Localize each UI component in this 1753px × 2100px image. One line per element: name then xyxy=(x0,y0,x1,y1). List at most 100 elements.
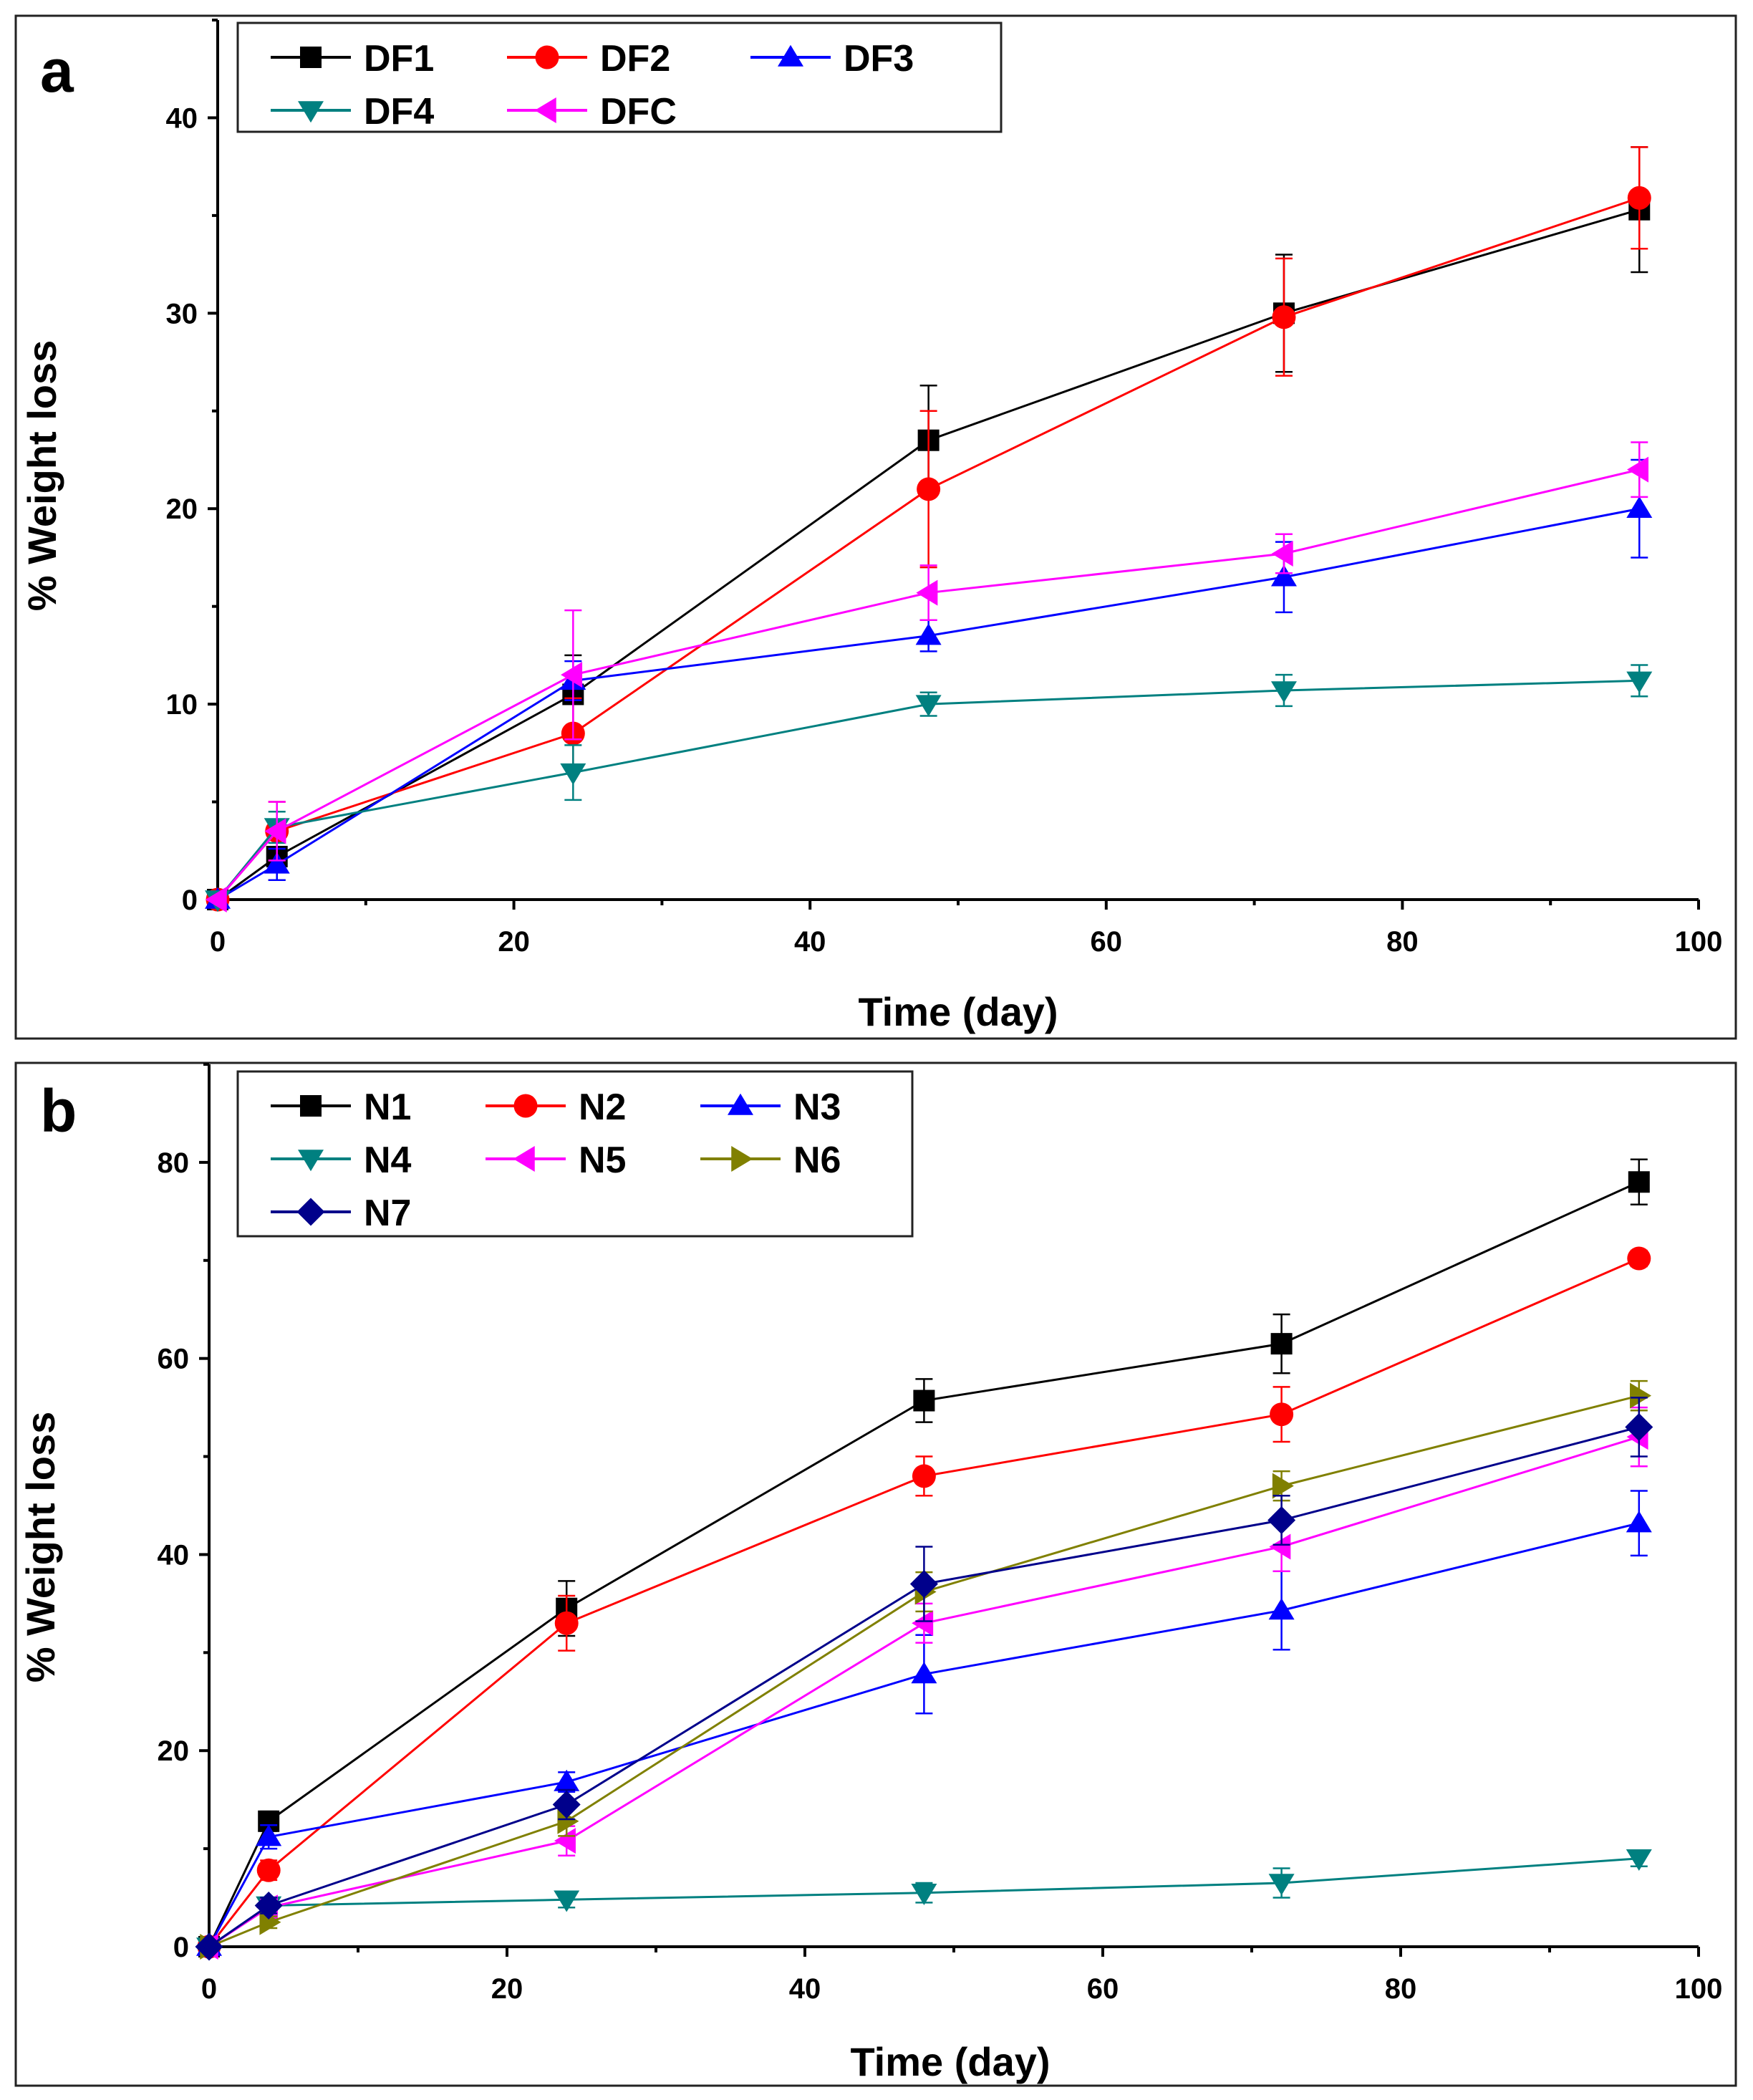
data-point xyxy=(1627,1246,1651,1271)
series-DF3 xyxy=(205,458,1653,909)
data-point xyxy=(1270,681,1297,703)
data-point xyxy=(1628,1171,1650,1193)
data-point xyxy=(915,623,942,645)
series-line-N7 xyxy=(208,1426,1640,1948)
series-N7 xyxy=(195,1397,1653,1961)
legend-marker xyxy=(300,47,322,68)
legend-item-DF3: DF3 xyxy=(750,38,914,80)
data-point xyxy=(554,1611,579,1635)
series-line-N3 xyxy=(208,1522,1640,1947)
x-tick-label: 0 xyxy=(210,926,226,958)
panel-label: b xyxy=(40,1077,77,1145)
panel-label: a xyxy=(40,37,74,105)
legend-marker xyxy=(296,1198,325,1226)
legend-marker xyxy=(300,1095,322,1117)
legend-label: DF4 xyxy=(364,91,434,133)
data-point xyxy=(554,1890,580,1912)
y-tick-label: 30 xyxy=(166,298,198,329)
data-point xyxy=(205,887,227,912)
legend-marker xyxy=(298,1150,324,1172)
y-tick-label: 20 xyxy=(158,1735,190,1767)
legend-label: N7 xyxy=(364,1193,411,1234)
legend-label: N3 xyxy=(793,1087,841,1128)
x-tick-label: 60 xyxy=(1087,1973,1119,2005)
data-point xyxy=(254,1892,283,1920)
data-point xyxy=(1267,1506,1296,1535)
legend-label: DF2 xyxy=(600,38,670,80)
data-point xyxy=(915,695,942,717)
x-tick-label: 80 xyxy=(1386,926,1419,958)
x-tick-label: 60 xyxy=(1091,926,1123,958)
x-tick-label: 40 xyxy=(789,1973,821,2005)
data-point xyxy=(1626,496,1653,518)
data-point xyxy=(554,1769,580,1791)
legend-item-DF4: DF4 xyxy=(271,91,434,133)
y-tick-label: 60 xyxy=(158,1344,190,1375)
legend-item-N3: N3 xyxy=(700,1087,841,1128)
chart-panel-a: 0 20 40 60 80 100 0 10 20 30 40 Time (day) % Weight … xyxy=(14,14,1737,1040)
legend-label: N2 xyxy=(579,1087,626,1128)
data-point xyxy=(1627,186,1651,210)
legend-marker xyxy=(535,45,559,69)
data-point xyxy=(264,852,290,874)
legend-item-N1: N1 xyxy=(271,1087,411,1128)
data-point xyxy=(1626,1849,1652,1872)
data-point xyxy=(1270,1333,1293,1355)
data-point xyxy=(256,1824,282,1846)
series-DFC xyxy=(205,441,1649,912)
data-point xyxy=(557,1808,579,1834)
series-line-N6 xyxy=(208,1395,1640,1948)
data-point xyxy=(1270,1402,1294,1427)
data-point xyxy=(195,1932,223,1961)
data-point xyxy=(560,763,586,785)
x-tick-label: 40 xyxy=(794,926,826,958)
legend-item-N6: N6 xyxy=(700,1140,841,1181)
legend-label: N1 xyxy=(364,1087,411,1128)
y-tick-label: 80 xyxy=(158,1147,190,1179)
data-point xyxy=(259,1909,281,1935)
y-tick-label: 0 xyxy=(173,1932,189,1963)
data-point xyxy=(912,1464,936,1488)
series-N3 xyxy=(196,1490,1652,1956)
panel-frame xyxy=(14,14,1737,1040)
legend-item-N2: N2 xyxy=(486,1087,626,1128)
series-DF4 xyxy=(205,664,1653,912)
x-tick-label: 100 xyxy=(1675,926,1723,958)
legend-marker xyxy=(513,1094,538,1118)
legend xyxy=(236,21,1003,133)
y-tick-label: 10 xyxy=(166,689,198,721)
legend xyxy=(236,1070,914,1238)
legend-item-DF2: DF2 xyxy=(507,38,670,80)
legend-marker xyxy=(728,1093,753,1115)
data-point xyxy=(912,1610,934,1637)
data-point xyxy=(1269,1533,1291,1560)
data-point xyxy=(909,1570,938,1599)
legend-item-DF1: DF1 xyxy=(271,38,434,80)
legend-item-N7: N7 xyxy=(271,1193,411,1234)
legend-label: N6 xyxy=(793,1140,841,1181)
data-point xyxy=(911,1883,937,1905)
chart-panel-b: 0 20 40 60 80 100 0 20 40 60 80 Time (day) % Weight … xyxy=(14,1061,1737,2087)
data-point xyxy=(264,818,286,844)
data-point xyxy=(911,1662,937,1684)
x-axis-title: Time (day) xyxy=(850,2039,1050,2084)
data-point xyxy=(913,1389,935,1412)
data-point xyxy=(1626,671,1653,693)
legend-label: N5 xyxy=(579,1140,626,1181)
legend-label: DF3 xyxy=(844,38,914,80)
data-point xyxy=(1630,1382,1652,1409)
legend-marker xyxy=(513,1146,535,1172)
series-line-N2 xyxy=(208,1257,1640,1947)
legend-marker xyxy=(778,44,803,67)
data-point xyxy=(1625,1412,1653,1441)
x-tick-label: 20 xyxy=(498,926,530,958)
data-point xyxy=(916,579,938,606)
x-axis-title: Time (day) xyxy=(858,989,1058,1034)
data-point xyxy=(1270,564,1297,587)
data-point xyxy=(1627,456,1649,483)
x-tick-label: 20 xyxy=(491,1973,523,2005)
y-axis-title: % Weight loss xyxy=(19,340,64,612)
legend-label: DF1 xyxy=(364,38,434,80)
legend-item-DFC: DFC xyxy=(507,91,677,133)
